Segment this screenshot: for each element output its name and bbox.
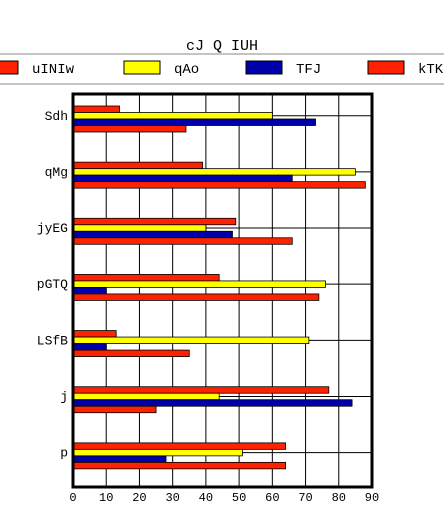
x-tick-label: 0 — [69, 491, 76, 505]
bar — [72, 442, 287, 450]
chart-title: cJ Q IUH — [186, 38, 258, 55]
bar — [72, 237, 293, 245]
bar — [72, 399, 353, 407]
x-tick-label: 90 — [365, 491, 379, 505]
bar — [72, 274, 220, 282]
bar — [72, 343, 107, 351]
bar — [72, 280, 326, 288]
legend-swatch — [367, 60, 405, 75]
x-tick-label: 60 — [265, 491, 279, 505]
x-tick-label: 70 — [298, 491, 312, 505]
legend-label: uINIw — [32, 62, 75, 78]
bar — [72, 448, 243, 457]
bar — [72, 455, 167, 463]
category-label: Sdh — [45, 109, 68, 124]
category-label: j — [60, 389, 68, 404]
bar — [72, 112, 273, 120]
legend-swatch — [245, 60, 283, 75]
bars — [72, 105, 366, 470]
bar — [72, 287, 107, 295]
x-tick-label: 20 — [132, 491, 146, 505]
bar — [72, 217, 237, 226]
bar — [72, 181, 366, 189]
bar — [72, 392, 220, 401]
x-tick-label: 50 — [232, 491, 246, 505]
grid — [73, 94, 372, 487]
bar — [72, 174, 293, 183]
category-label: jyEG — [37, 221, 68, 236]
legend-swatch — [123, 60, 161, 75]
x-tick-label: 80 — [332, 491, 346, 505]
bar — [72, 230, 233, 239]
category-label: p — [60, 446, 68, 461]
bar — [72, 330, 117, 338]
x-tick-label: 30 — [165, 491, 179, 505]
bar — [72, 405, 157, 414]
bar — [72, 386, 330, 394]
bar — [72, 293, 320, 301]
x-tick-label: 10 — [99, 491, 113, 505]
legend-label: TFJ — [296, 62, 321, 78]
plot-frame — [71, 92, 374, 489]
bar — [72, 461, 287, 470]
bar — [72, 105, 120, 113]
bar — [72, 161, 203, 170]
bar — [72, 125, 187, 133]
bar — [72, 224, 207, 232]
bar — [72, 118, 316, 126]
x-tick-label: 40 — [199, 491, 213, 505]
bar — [72, 168, 356, 176]
legend-label: qAo — [174, 62, 199, 78]
category-label: pGTQ — [37, 277, 68, 292]
category-label: qMg — [45, 165, 68, 180]
x-axis-ticks: 0 10 20 30 40 50 60 70 80 90 — [69, 491, 379, 505]
category-label: LSfB — [37, 333, 68, 348]
bar — [72, 349, 190, 357]
legend-swatch — [0, 60, 19, 75]
legend-label: kTK — [418, 62, 444, 78]
bar — [72, 336, 310, 344]
legend: uINIw qAo TFJ kTK — [0, 60, 444, 78]
category-labels: Sdh qMg jyEG pGTQ LSfB j p — [37, 109, 68, 461]
